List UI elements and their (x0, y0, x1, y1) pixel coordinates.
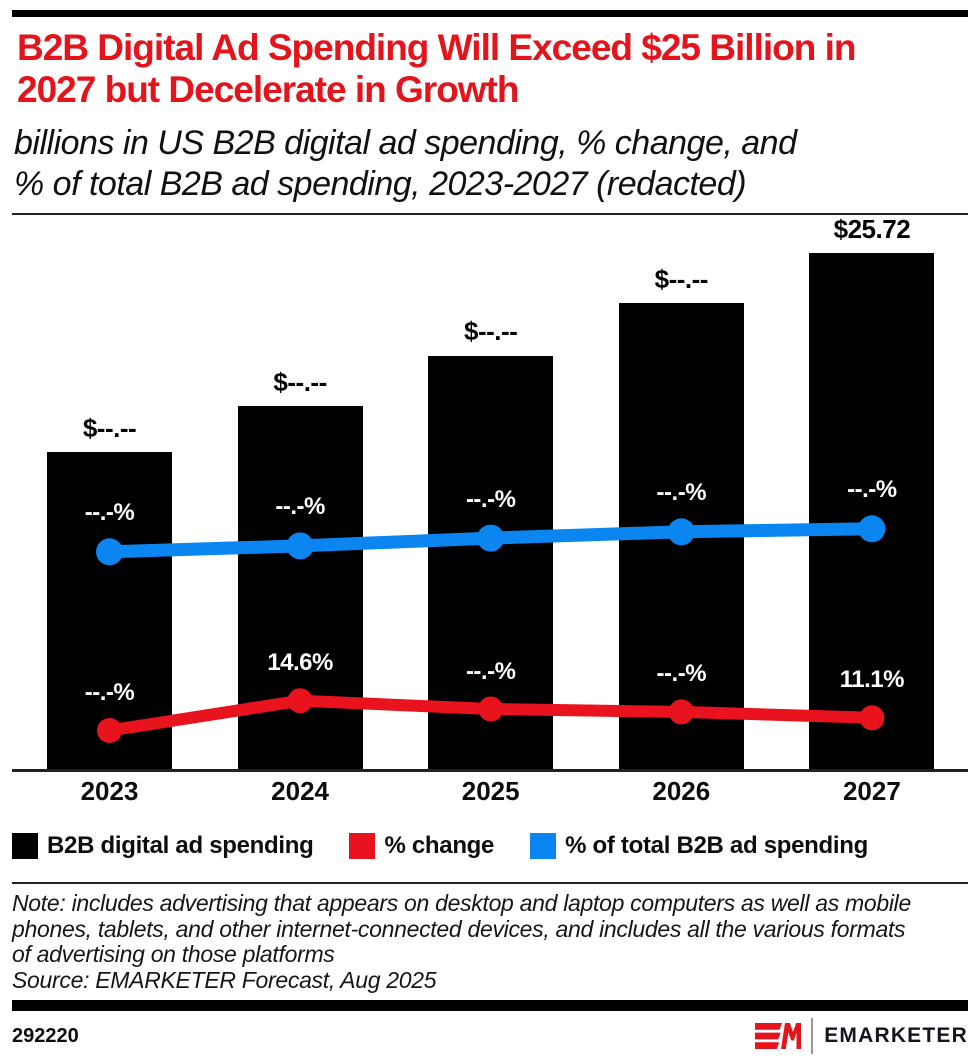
percent-change-label-2025: --.-% (465, 657, 516, 685)
chart-legend: B2B digital ad spending % change % of tota… (12, 832, 968, 860)
share-of-total-point-2027 (858, 515, 886, 543)
page-title: B2B Digital Ad Spending Will Exceed $25 … (17, 27, 857, 110)
percent-change-point-2025 (478, 696, 504, 722)
legend-swatch-icon (349, 833, 376, 859)
percent-change-point-2027 (859, 705, 885, 731)
percent-change-label-2023: --.-% (84, 679, 135, 706)
bar-value-label-2027: $25.72 (833, 213, 911, 244)
share-of-total-label-2027: --.-% (847, 476, 897, 504)
chart-id: 292220 (12, 1024, 79, 1047)
bar-2027 (809, 252, 935, 769)
percent-change-label-2024: 14.6% (267, 649, 333, 677)
legend-swatch-icon (12, 833, 38, 859)
percent-change-point-2026 (668, 699, 694, 725)
brand-name: EMARKETER (824, 1024, 968, 1047)
legend-label: B2B digital ad spending (47, 832, 314, 859)
source-text: Source: EMARKETER Forecast, Aug 2025 (12, 966, 437, 993)
share-of-total-label-2026: --.-% (656, 479, 707, 507)
percent-change-label-2027: 11.1% (839, 666, 905, 694)
page-subtitle: billions in US B2B digital ad spending, … (14, 124, 797, 203)
share-of-total-label-2025: --.-% (465, 485, 516, 513)
legend-item-share-of-total: % of total B2B ad spending (530, 832, 868, 860)
legend-label: % change (384, 832, 495, 859)
legend-item-percent-change: % change (349, 832, 494, 860)
x-axis-label-2027: 2027 (842, 776, 901, 806)
brand-divider (811, 1018, 814, 1054)
chart-area: $--.-- $--.-- $--.-- $--.-- $25.72 --.-% 14.6%… (12, 214, 968, 772)
share-of-total-point-2023 (96, 538, 123, 566)
x-axis-label-2023: 2023 (80, 776, 139, 806)
line-overlay (96, 515, 886, 743)
bar-2023 (47, 451, 172, 769)
share-of-total-point-2026 (667, 518, 695, 546)
bar-value-label-2024: $--.-- (273, 366, 327, 397)
legend-swatch-icon (530, 833, 557, 859)
share-of-total-label-2023: --.-% (84, 499, 135, 527)
footer-rule (12, 1000, 968, 1011)
emarketer-logo: EMARKETER (755, 1018, 968, 1054)
percent-change-point-2024 (287, 688, 313, 714)
top-rule (12, 10, 968, 17)
footer: 292220 EMARKETER (12, 1018, 968, 1054)
x-axis-label-2024: 2024 (271, 776, 330, 806)
x-axis-label-2025: 2025 (461, 776, 520, 806)
x-axis: 2023 2024 2025 2026 2027 (12, 772, 968, 808)
bar-value-label-2023: $--.-- (82, 412, 137, 443)
share-of-total-label-2024: --.-% (275, 493, 325, 521)
bar-value-label-2025: $--.-- (464, 316, 518, 347)
x-axis-label-2026: 2026 (652, 776, 711, 806)
share-of-total-point-2024 (286, 532, 314, 560)
percent-change-label-2026: --.-% (656, 660, 707, 688)
bar-value-label-2026: $--.-- (654, 264, 709, 295)
percent-change-point-2023 (97, 718, 122, 743)
legend-item-spending: B2B digital ad spending (12, 832, 314, 860)
legend-label: % of total B2B ad spending (565, 832, 868, 859)
em-mark-icon (755, 1023, 802, 1049)
note-divider (12, 882, 968, 884)
header-divider (12, 213, 968, 215)
note-text: Note: includes advertising that appears … (12, 890, 911, 967)
share-of-total-point-2025 (477, 524, 505, 552)
